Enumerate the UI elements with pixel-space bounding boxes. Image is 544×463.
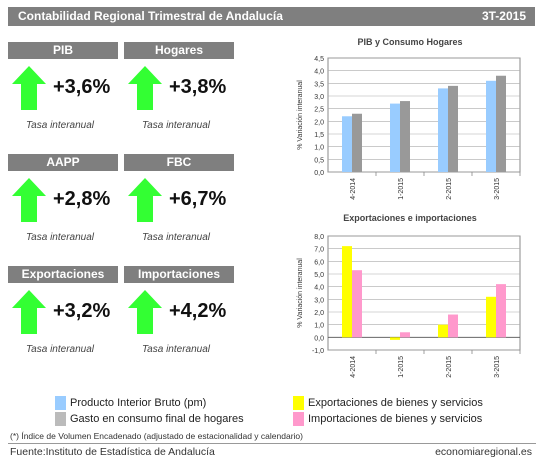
- bar: [448, 314, 458, 338]
- y-tick-label: 4,0: [314, 285, 324, 292]
- bar: [486, 296, 496, 338]
- kpi-caption: Tasa interanual: [141, 120, 210, 131]
- kpi-label: FBC: [124, 154, 234, 171]
- bar: [438, 88, 448, 172]
- y-tick-label: 2,5: [314, 107, 324, 114]
- kpi-hogares: Hogares +3,8% Tasa interanual: [124, 42, 234, 142]
- x-tick-label: 1-2015: [398, 178, 405, 200]
- x-tick-label: 2-2015: [446, 178, 453, 200]
- y-tick-label: 3,5: [314, 81, 324, 88]
- kpi-label: AAPP: [8, 154, 118, 171]
- y-tick-label: 3,0: [314, 297, 324, 304]
- bar: [496, 284, 506, 338]
- source-text: Fuente:Instituto de Estadística de Andal…: [10, 446, 215, 458]
- arrow-up-icon: [12, 178, 46, 222]
- legend-swatch: [293, 396, 304, 410]
- legend-label: Producto Interior Bruto (pm): [70, 397, 207, 409]
- kpi-caption: Tasa interanual: [141, 232, 210, 243]
- y-tick-label: 7,0: [314, 247, 324, 254]
- kpi-label: Importaciones: [124, 266, 234, 283]
- kpi-label: Hogares: [124, 42, 234, 59]
- kpi-value: +2,8%: [53, 188, 111, 210]
- arrow-up-icon: [12, 66, 46, 110]
- kpi-value: +4,2%: [169, 300, 227, 322]
- y-axis-label: % Variación interanual: [297, 258, 304, 328]
- y-tick-label: 0,0: [314, 335, 324, 342]
- legend-label: Importaciones de bienes y servicios: [308, 413, 483, 425]
- kpi-value: +3,2%: [53, 300, 111, 322]
- kpi-pib: PIB +3,6% Tasa interanual: [8, 42, 118, 142]
- kpi-aapp: AAPP +2,8% Tasa interanual: [8, 154, 118, 254]
- kpi-caption: Tasa interanual: [141, 344, 210, 355]
- kpi-value: +3,6%: [53, 76, 111, 98]
- y-tick-label: 1,0: [314, 323, 324, 330]
- report-header: Contabilidad Regional Trimestral de Anda…: [8, 7, 535, 26]
- y-tick-label: 0,5: [314, 157, 324, 164]
- y-tick-label: 8,0: [314, 234, 324, 241]
- kpi-importaciones: Importaciones +4,2% Tasa interanual: [124, 266, 234, 366]
- kpi-value: +6,7%: [169, 188, 227, 210]
- y-tick-label: 6,0: [314, 259, 324, 266]
- y-tick-label: 0,0: [314, 170, 324, 177]
- bar: [486, 80, 496, 172]
- bar: [352, 270, 362, 338]
- y-tick-label: 4,0: [314, 69, 324, 76]
- legend-label: Exportaciones de bienes y servicios: [308, 397, 483, 409]
- chart-exportaciones-importaciones: -1,0 0,0 1,0 2,0 3,0 4,0 5,0 6,0 7,0 8,0 % Variaci…: [297, 234, 521, 378]
- bar: [390, 337, 400, 340]
- bar: [342, 116, 352, 172]
- y-tick-label: 2,0: [314, 119, 324, 126]
- y-tick-label: 1,0: [314, 145, 324, 152]
- kpi-exportaciones: Exportaciones +3,2% Tasa interanual: [8, 266, 118, 366]
- kpi-label: Exportaciones: [8, 266, 118, 283]
- bar: [390, 103, 400, 172]
- y-tick-label: 3,0: [314, 94, 324, 101]
- arrow-up-icon: [128, 290, 162, 334]
- kpi-value: +3,8%: [169, 76, 227, 98]
- arrow-up-icon: [12, 290, 46, 334]
- bar: [400, 101, 410, 172]
- bar: [342, 246, 352, 338]
- legend-swatch: [293, 412, 304, 426]
- y-tick-label: 1,5: [314, 132, 324, 139]
- legend-swatch: [55, 396, 66, 410]
- arrow-up-icon: [128, 178, 162, 222]
- y-tick-label: 5,0: [314, 272, 324, 279]
- arrow-up-icon: [128, 66, 162, 110]
- y-axis-label: % Variación interanual: [297, 80, 304, 150]
- kpi-label: PIB: [8, 42, 118, 59]
- kpi-caption: Tasa interanual: [25, 344, 94, 355]
- kpi-caption: Tasa interanual: [25, 232, 94, 243]
- bar: [400, 332, 410, 338]
- chart-title-pib: PIB y Consumo Hogares: [357, 37, 463, 47]
- report-title: Contabilidad Regional Trimestral de Anda…: [18, 9, 283, 23]
- bar: [496, 75, 506, 172]
- y-tick-label: 4,5: [314, 56, 324, 63]
- chart-pib-consumo: 0,0 0,5 1,0 1,5 2,0 2,5 3,0 3,5 4,0 4,5 % Variació…: [297, 56, 521, 200]
- x-tick-label: 1-2015: [398, 356, 405, 378]
- kpi-caption: Tasa interanual: [25, 120, 94, 131]
- report-period: 3T-2015: [481, 9, 526, 23]
- site-link[interactable]: economiaregional.es: [435, 446, 532, 458]
- x-tick-label: 2-2015: [446, 356, 453, 378]
- bar: [352, 113, 362, 172]
- legend-label: Gasto en consumo final de hogares: [70, 413, 244, 425]
- x-tick-label: 4-2014: [350, 178, 357, 200]
- y-tick-label: 2,0: [314, 310, 324, 317]
- footnote: (*) Índice de Volumen Encadenado (adjust…: [10, 431, 303, 441]
- bar: [438, 324, 448, 338]
- x-tick-label: 3-2015: [494, 356, 501, 378]
- footer-divider: [8, 443, 536, 444]
- chart-title-trade: Exportaciones e importaciones: [343, 213, 477, 223]
- bar: [448, 85, 458, 172]
- legend-swatch: [55, 412, 66, 426]
- x-tick-label: 3-2015: [494, 178, 501, 200]
- y-tick-label: -1,0: [312, 348, 324, 355]
- kpi-fbc: FBC +6,7% Tasa interanual: [124, 154, 234, 254]
- x-tick-label: 4-2014: [350, 356, 357, 378]
